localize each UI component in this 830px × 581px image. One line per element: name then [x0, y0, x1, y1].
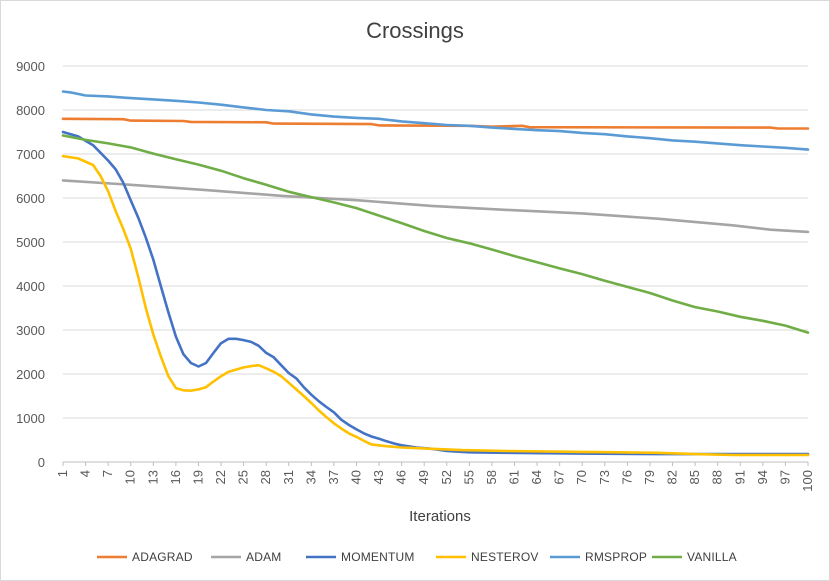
series-lines	[61, 90, 810, 457]
series-line-adagrad	[61, 117, 810, 130]
series-line-vanilla	[61, 134, 810, 334]
legend-label-vanilla: VANILLA	[687, 550, 737, 564]
x-tick-label: 31	[281, 470, 296, 484]
x-tick-label: 19	[190, 470, 205, 484]
x-tick-label: 16	[168, 470, 183, 484]
series-line-momentum	[61, 130, 810, 456]
y-tick-label: 4000	[16, 279, 45, 294]
y-tick-label: 6000	[16, 191, 45, 206]
y-tick-label: 7000	[16, 147, 45, 162]
x-tick-label: 61	[507, 470, 522, 484]
x-tick-label: 100	[800, 470, 815, 492]
legend-label-adagrad: ADAGRAD	[132, 550, 193, 564]
legend: ADAGRAD ADAM MOMENTUM NESTEROV RMSPROP VANILL…	[97, 550, 737, 564]
x-tick-label: 76	[619, 470, 634, 484]
series-line-adam	[61, 179, 810, 234]
legend-label-nesterov: NESTEROV	[471, 550, 539, 564]
x-tick-label: 91	[732, 470, 747, 484]
x-tick-label: 22	[213, 470, 228, 484]
x-tick-label: 37	[326, 470, 341, 484]
series-line-nesterov	[61, 154, 810, 457]
x-tick-label: 94	[755, 470, 770, 484]
x-tick-label: 43	[371, 470, 386, 484]
x-tick-label: 49	[416, 470, 431, 484]
y-tick-label: 1000	[16, 411, 45, 426]
x-axis-title: Iterations	[409, 508, 471, 525]
x-tick-label: 13	[145, 470, 160, 484]
x-tick-label: 25	[236, 470, 251, 484]
y-tick-label: 5000	[16, 235, 45, 250]
x-tick-label: 67	[552, 470, 567, 484]
x-axis: 1 4 7 10 13 16 19 22 25 28 31 34 37 40 43 46 49 52 55 58 61 6…	[55, 462, 815, 492]
y-tick-label: 3000	[16, 323, 45, 338]
y-axis: 0 1000 2000 3000 4000 5000 6000 7000 8000 9000	[16, 59, 45, 470]
x-tick-label: 28	[258, 470, 273, 484]
x-tick-label: 88	[710, 470, 725, 484]
gridlines	[63, 65, 808, 463]
x-tick-label: 55	[461, 470, 476, 484]
x-tick-label: 82	[665, 470, 680, 484]
y-tick-label: 0	[38, 455, 45, 470]
x-tick-label: 10	[123, 470, 138, 484]
legend-label-adam: ADAM	[246, 550, 281, 564]
y-tick-label: 8000	[16, 103, 45, 118]
chart-title: Crossings	[366, 18, 464, 43]
x-tick-label: 64	[529, 470, 544, 484]
y-tick-label: 9000	[16, 59, 45, 74]
y-tick-label: 2000	[16, 367, 45, 382]
x-tick-label: 52	[439, 470, 454, 484]
x-tick-label: 1	[55, 470, 70, 477]
x-tick-label: 58	[484, 470, 499, 484]
x-tick-label: 79	[642, 470, 657, 484]
x-tick-label: 46	[394, 470, 409, 484]
x-tick-label: 73	[597, 470, 612, 484]
x-tick-label: 97	[777, 470, 792, 484]
legend-label-rmsprop: RMSPROP	[585, 550, 647, 564]
legend-label-momentum: MOMENTUM	[341, 550, 415, 564]
x-tick-label: 7	[100, 470, 115, 477]
series-line-rmsprop	[61, 90, 810, 151]
x-tick-label: 4	[78, 470, 93, 477]
x-tick-label: 85	[687, 470, 702, 484]
x-tick-label: 40	[348, 470, 363, 484]
x-tick-label: 34	[303, 470, 318, 484]
x-tick-label: 70	[574, 470, 589, 484]
